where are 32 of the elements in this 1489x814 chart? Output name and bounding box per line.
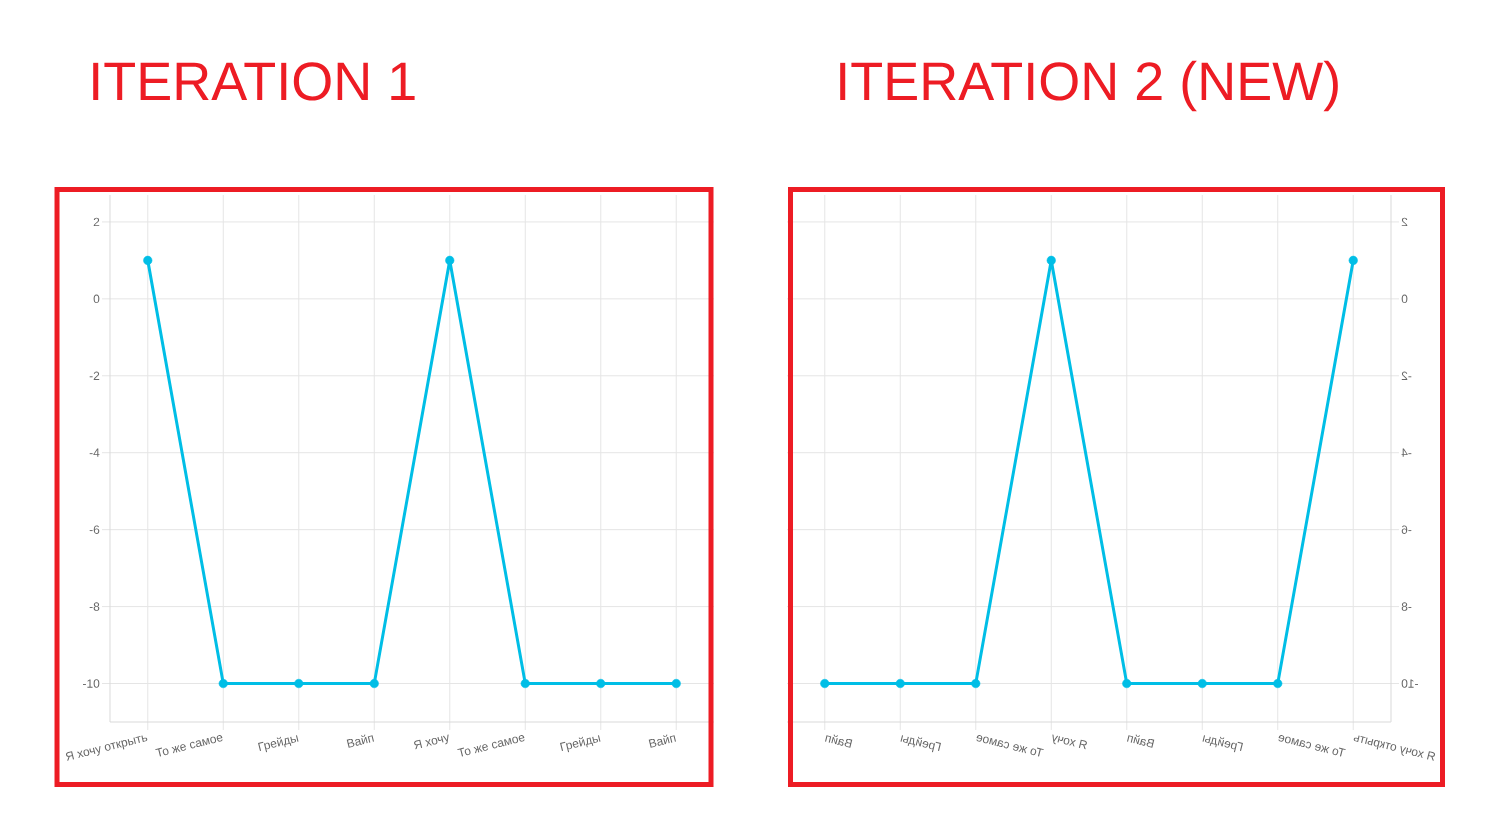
y-tick-label: 2 xyxy=(93,217,100,227)
x-tick-label: Я хочу xyxy=(414,734,449,750)
x-tick-label: То же самое xyxy=(457,735,525,757)
x-tick-label: Вайп xyxy=(346,734,374,748)
y-tick-label: -10 xyxy=(83,679,100,688)
x-tick-label: То же самое xyxy=(976,735,1044,757)
x-tick-label: Грейды xyxy=(560,735,601,753)
chart-title: ITERATION 2 (NEW) xyxy=(840,60,1338,112)
x-tick-label: Грейды xyxy=(1202,735,1243,753)
y2-tick-label: -8 xyxy=(1401,602,1412,611)
y2-tick-label: -2 xyxy=(1401,371,1412,380)
x-tick-label: Вайп xyxy=(1127,734,1155,748)
x-tick-label: То же самое xyxy=(1278,735,1346,757)
x-tick-label: То же самое xyxy=(155,735,223,757)
chart-title: ITERATION 1 xyxy=(93,62,415,101)
y-tick-label: -8 xyxy=(89,602,100,611)
y-tick-label: 0 xyxy=(93,294,100,304)
y2-tick-label: -6 xyxy=(1401,525,1412,534)
y2-tick-label: -4 xyxy=(1401,448,1412,457)
x-tick-label: Я хочу открыть xyxy=(65,735,148,761)
x-tick-label: Вайп xyxy=(825,734,853,748)
x-tick-label: Грейды xyxy=(258,735,299,753)
x-tick-label: Я хочу xyxy=(1052,734,1087,750)
x-tick-label: Грейды xyxy=(900,735,942,753)
x-tick-label: Я хочу открыть xyxy=(1353,735,1436,761)
y-tick-label: -2 xyxy=(89,371,100,380)
x-tick-label: Вайп xyxy=(648,734,676,748)
y2-tick-label: 2 xyxy=(1401,217,1408,227)
y-tick-label: -6 xyxy=(89,525,100,534)
y2-tick-label: -10 xyxy=(1401,679,1419,688)
y2-tick-label: 0 xyxy=(1401,294,1408,304)
y-tick-label: -4 xyxy=(89,448,100,457)
